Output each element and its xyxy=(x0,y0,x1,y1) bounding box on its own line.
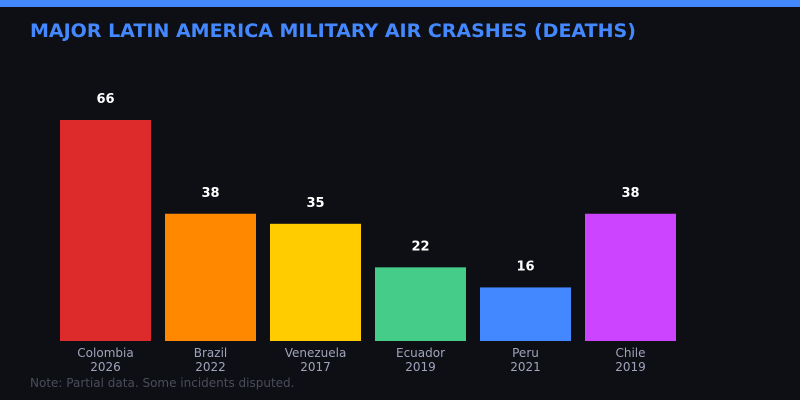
bar xyxy=(480,287,571,341)
bar xyxy=(165,213,256,341)
x-tick-label: Colombia xyxy=(77,346,133,360)
chart-title: MAJOR LATIN AMERICA MILITARY AIR CRASHES… xyxy=(30,20,636,42)
x-tick-sublabel: 2019 xyxy=(615,360,646,374)
footnote: Note: Partial data. Some incidents dispu… xyxy=(30,376,295,390)
x-tick-sublabel: 2022 xyxy=(195,360,226,374)
data-label: 22 xyxy=(411,239,429,254)
x-tick-label: Ecuador xyxy=(396,346,445,360)
bar xyxy=(585,213,676,341)
data-label: 35 xyxy=(306,196,324,211)
x-tick-sublabel: 2021 xyxy=(510,360,541,374)
x-tick-sublabel: 2019 xyxy=(405,360,436,374)
x-tick-sublabel: 2026 xyxy=(90,360,121,374)
top-accent-bar xyxy=(0,0,800,7)
x-tick-label: Venezuela xyxy=(285,346,347,360)
data-label: 38 xyxy=(201,186,219,201)
x-tick-label: Peru xyxy=(512,346,539,360)
bar xyxy=(270,223,361,341)
data-label: 16 xyxy=(516,259,534,274)
x-tick-sublabel: 2017 xyxy=(300,360,331,374)
data-label: 66 xyxy=(96,92,114,107)
bar xyxy=(375,267,466,341)
x-tick-label: Chile xyxy=(615,346,645,360)
data-label: 38 xyxy=(621,186,639,201)
x-tick-label: Brazil xyxy=(194,346,228,360)
bar xyxy=(60,120,151,341)
